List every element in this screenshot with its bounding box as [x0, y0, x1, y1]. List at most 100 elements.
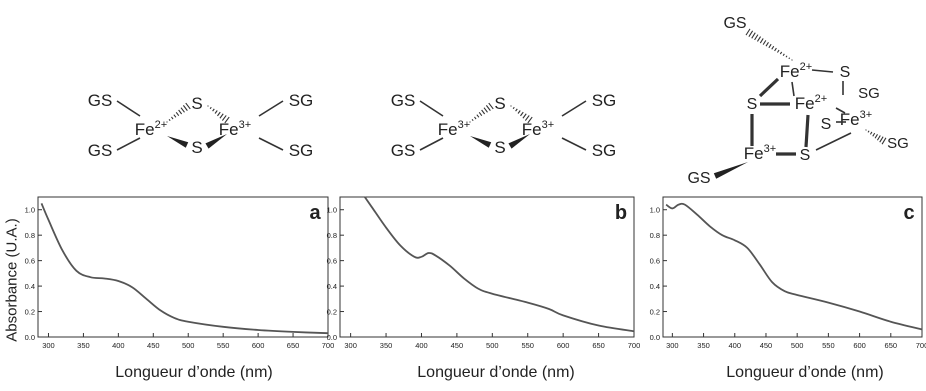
x-tick-label: 550 — [521, 341, 534, 350]
bond-fe-s — [758, 77, 780, 98]
bond-fe-sg — [258, 100, 284, 117]
bond-wedge — [470, 136, 492, 148]
fe-atom-left: Fe2+ — [135, 119, 167, 139]
x-tick-label: 650 — [885, 341, 898, 350]
ligand-sg-top-right: SG — [289, 91, 314, 110]
plot-frame — [339, 196, 635, 338]
y-tick-label: 0.4 — [25, 282, 35, 291]
bridge-s-bottom: S — [191, 138, 202, 157]
bridge-s-top: S — [494, 94, 505, 113]
panel-c: 0.0 0.2 0.4 0.6 0.8 1.0 300 350 400 450 500 550 600 6… — [650, 196, 926, 350]
y-tick-label: 0.8 — [650, 231, 660, 240]
y-axis-label: Absorbance (U.A.) — [3, 218, 21, 342]
ligand-sg-bottom-right: SG — [592, 141, 617, 160]
y-tick-label: 0.2 — [650, 308, 660, 317]
x-tick-label: 300 — [666, 341, 679, 350]
y-tick-label: 0.0 — [25, 333, 35, 342]
bond-fe-sg — [561, 100, 587, 117]
x-tick-label: 700 — [916, 341, 926, 350]
y-tick-label: 0.6 — [650, 257, 660, 266]
spectrum-line — [364, 196, 635, 333]
bond-wedge — [205, 134, 227, 149]
x-tick-label: 700 — [628, 341, 641, 350]
fe-atom-left: Fe3+ — [438, 119, 470, 139]
fe-atom-bottom-left: Fe3+ — [744, 143, 776, 163]
bond-gs-fe — [116, 137, 141, 151]
bond-gs-fe — [116, 100, 141, 117]
x-tick-label: 400 — [415, 341, 428, 350]
bond-fe-sg — [561, 137, 587, 151]
x-tick-label: 650 — [592, 341, 605, 350]
x-tick-label: 600 — [853, 341, 866, 350]
panel-label: c — [903, 202, 914, 224]
spectrum-line — [665, 202, 923, 331]
bond-gs-fe — [419, 100, 444, 117]
fe-atom-center: Fe2+ — [795, 93, 827, 113]
y-tick-label: 0.8 — [327, 231, 337, 240]
x-tick-label: 450 — [451, 341, 464, 350]
bond-hashed — [166, 102, 191, 123]
ligand-sg-upper-right: SG — [858, 85, 880, 102]
bond-fe-s — [811, 69, 834, 73]
y-tick-label: 1.0 — [25, 206, 35, 215]
y-tick-label: 0.0 — [327, 333, 337, 342]
fe-atom-top: Fe2+ — [780, 61, 812, 81]
bond-hashed — [207, 105, 230, 124]
x-tick-label: 550 — [217, 341, 230, 350]
bond-fe-sg — [258, 137, 284, 151]
plot-frame — [662, 196, 923, 338]
cube-s-center: S — [821, 116, 832, 133]
x-tick-label: 350 — [697, 341, 710, 350]
bond-hashed — [469, 102, 494, 123]
x-tick-label: 600 — [557, 341, 570, 350]
panel-label: b — [615, 202, 627, 224]
x-tick-label: 450 — [147, 341, 160, 350]
x-tick-label: 450 — [760, 341, 773, 350]
bridge-s-top: S — [191, 94, 202, 113]
x-tick-label: 300 — [42, 341, 55, 350]
x-tick-label: 350 — [77, 341, 90, 350]
panel-a: 0.0 0.2 0.4 0.6 0.8 1.0 300 350 400 450 500 550 600 6… — [25, 196, 335, 350]
bond-wedge-gs — [713, 162, 748, 179]
bond-fe-fe — [791, 81, 795, 97]
bond-fe-fe — [835, 107, 846, 114]
y-tick-label: 0.0 — [650, 333, 660, 342]
bond-wedge — [167, 136, 189, 148]
x-tick-label: 350 — [380, 341, 393, 350]
x-tick-label: 500 — [791, 341, 804, 350]
x-axis-label-b: Longueur d’onde (nm) — [417, 364, 575, 381]
ligand-gs-top-left: GS — [391, 91, 416, 110]
fe-atom-right: Fe3+ — [522, 119, 554, 139]
ligand-gs-bottom-left: GS — [391, 141, 416, 160]
panel-label: a — [309, 202, 321, 224]
fe-atom-right: Fe3+ — [840, 109, 872, 129]
y-tick-label: 0.6 — [327, 257, 337, 266]
ligand-gs-top: GS — [723, 15, 746, 32]
cube-s-top-right: S — [840, 64, 851, 81]
ligand-gs-bottom-left: GS — [88, 141, 113, 160]
bond-fe-s — [815, 132, 852, 151]
fe-atom-right: Fe3+ — [219, 119, 251, 139]
y-tick-label: 0.4 — [650, 282, 660, 291]
x-tick-label: 700 — [322, 341, 335, 350]
y-tick-label: 1.0 — [327, 206, 337, 215]
bond-wedge — [508, 134, 530, 149]
spectrum-line — [40, 203, 329, 335]
x-tick-label: 400 — [729, 341, 742, 350]
x-tick-label: 550 — [822, 341, 835, 350]
x-tick-label: 300 — [344, 341, 357, 350]
ligand-gs-bottom: GS — [687, 170, 710, 187]
y-tick-label: 0.6 — [25, 257, 35, 266]
panel-b: 0.0 0.2 0.4 0.6 0.8 1.0 300 350 400 450 500 550 600 6… — [327, 196, 641, 350]
ligand-sg-bottom-right: SG — [289, 141, 314, 160]
x-tick-label: 600 — [252, 341, 265, 350]
bridge-s-bottom: S — [494, 138, 505, 157]
bond-hashed — [510, 105, 533, 124]
cube-s-left: S — [747, 96, 758, 113]
x-tick-label: 500 — [486, 341, 499, 350]
bond-fe-s — [804, 114, 810, 148]
y-tick-label: 0.4 — [327, 282, 337, 291]
x-tick-label: 650 — [287, 341, 300, 350]
